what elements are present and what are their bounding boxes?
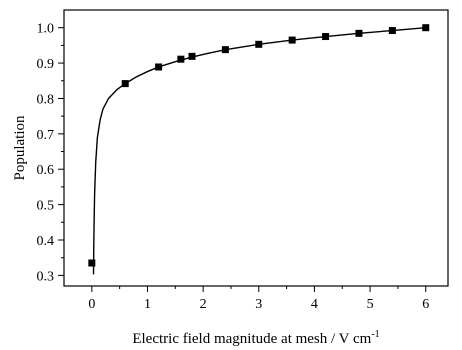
y-tick-label: 0.7 (37, 128, 55, 143)
data-point-marker (155, 63, 163, 71)
x-tick-label: 5 (367, 297, 374, 312)
x-axis-ticks: 0 1 2 3 4 5 6 (88, 286, 429, 312)
y-tick-label: 1.0 (37, 22, 55, 37)
x-tick-label: 3 (255, 297, 262, 312)
x-axis-title: Electric field magnitude at mesh / V cm-… (132, 329, 379, 347)
data-point-marker (322, 33, 330, 41)
data-point-marker (121, 80, 129, 88)
x-axis-title-text: Electric field magnitude at mesh / V cm (132, 331, 371, 347)
data-point-marker (388, 27, 396, 35)
data-point-marker (355, 29, 363, 37)
data-point-marker (288, 36, 296, 44)
x-tick-label: 4 (311, 297, 318, 312)
data-point-marker (255, 40, 263, 48)
series-layer (88, 24, 430, 275)
data-point-marker (177, 55, 185, 63)
plot-frame (63, 9, 449, 287)
data-point-marker (221, 46, 229, 54)
y-axis-title: Population (12, 115, 28, 181)
x-tick-label: 6 (422, 297, 429, 312)
y-tick-label: 0.6 (37, 163, 55, 178)
y-tick-label: 0.5 (37, 199, 55, 214)
x-tick-label: 1 (144, 297, 151, 312)
x-tick-label: 0 (88, 297, 95, 312)
y-tick-label: 0.8 (37, 92, 55, 107)
y-axis-ticks: 0.3 0.4 0.5 0.6 0.7 0.8 0.9 1.0 (37, 22, 64, 284)
fit-curve-line (92, 26, 426, 275)
y-tick-label: 0.3 (37, 269, 55, 284)
data-point-marker (188, 52, 196, 60)
data-point-marker (88, 259, 96, 267)
x-axis-title-superscript: -1 (371, 329, 379, 340)
x-tick-label: 2 (200, 297, 207, 312)
y-tick-label: 0.9 (37, 57, 55, 72)
data-point-marker (422, 24, 430, 32)
y-tick-label: 0.4 (37, 234, 55, 249)
